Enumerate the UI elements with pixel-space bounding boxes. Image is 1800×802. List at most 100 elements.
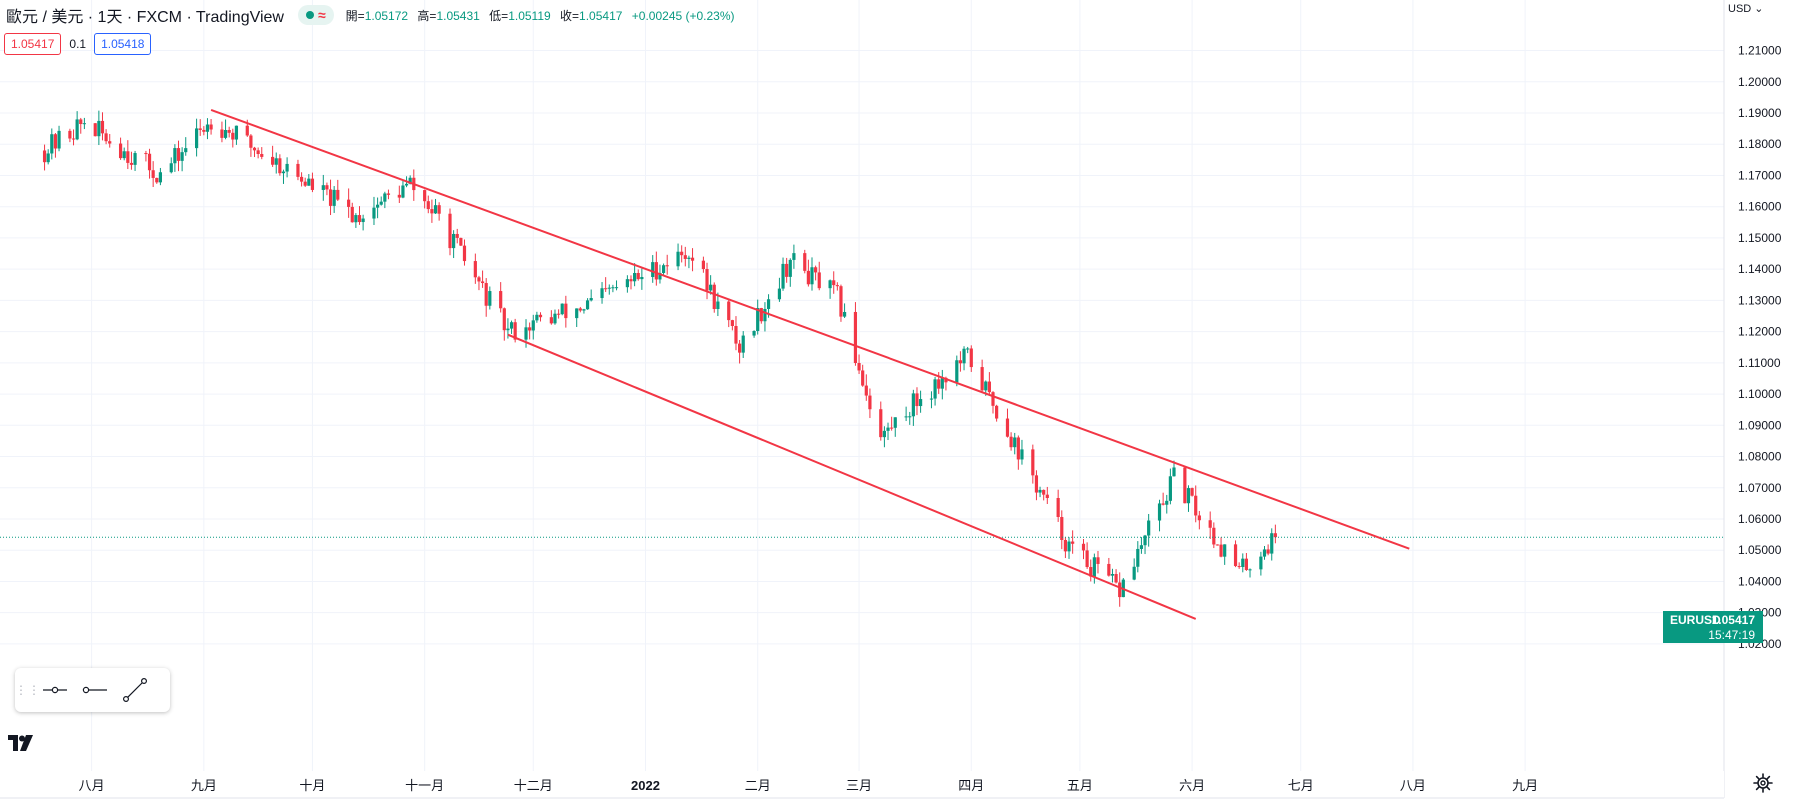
- candle: [1273, 524, 1277, 544]
- candle: [459, 237, 463, 247]
- market-open-dot-icon: [305, 11, 314, 19]
- time-tick-label: 十二月: [514, 778, 553, 793]
- candle: [256, 147, 260, 159]
- candle: [835, 282, 839, 291]
- candle: [1081, 538, 1086, 560]
- candle: [1067, 537, 1071, 559]
- candle: [169, 157, 173, 174]
- candle: [1139, 537, 1144, 554]
- candle: [792, 244, 796, 269]
- drawing-floating-toolbar: ⋮⋮: [15, 668, 170, 712]
- candle: [509, 320, 514, 334]
- candle: [607, 284, 611, 295]
- price-axis-panel[interactable]: [1724, 0, 1800, 802]
- candle: [763, 302, 767, 332]
- candle: [712, 282, 716, 313]
- candle: [741, 331, 745, 358]
- candle: [455, 228, 459, 244]
- high-label: 高=: [417, 8, 437, 23]
- candle: [828, 279, 832, 299]
- price-tick-label: 1.08000: [1738, 450, 1782, 464]
- candle: [173, 144, 177, 172]
- candle: [777, 277, 782, 302]
- candle: [661, 263, 666, 275]
- candle: [585, 298, 590, 310]
- candle: [100, 112, 105, 141]
- currency-selector[interactable]: USD ⌄: [1728, 2, 1764, 15]
- sell-button[interactable]: 1.05417: [4, 33, 62, 55]
- horizontal-ray-button[interactable]: [35, 672, 75, 708]
- candle: [1042, 489, 1046, 501]
- candle: [879, 401, 883, 441]
- candle: [788, 258, 792, 287]
- price-tick-label: 1.13000: [1738, 293, 1782, 307]
- price-tick-label: 1.20000: [1738, 75, 1782, 89]
- trendline-lower[interactable]: [507, 333, 1197, 620]
- candle: [857, 354, 861, 375]
- candle: [582, 308, 586, 314]
- time-tick-label: 五月: [1067, 778, 1093, 793]
- ray-button[interactable]: [75, 672, 115, 708]
- candle: [958, 351, 963, 372]
- candle: [1233, 540, 1238, 568]
- gear-icon: [1753, 773, 1773, 793]
- candle: [285, 157, 289, 178]
- candle: [332, 186, 336, 213]
- candle: [1208, 511, 1212, 539]
- candle: [1212, 522, 1216, 549]
- candle: [42, 144, 47, 171]
- candle: [1114, 569, 1118, 584]
- candle: [1045, 486, 1049, 505]
- market-status-pill[interactable]: ≈: [297, 5, 334, 25]
- candle: [604, 277, 608, 292]
- time-tick-label: 四月: [958, 778, 984, 793]
- candle: [271, 145, 275, 167]
- ray-icon: [82, 686, 107, 694]
- candle: [929, 391, 934, 409]
- candle: [151, 161, 155, 188]
- candle: [589, 289, 593, 302]
- tradingview-logo[interactable]: [6, 730, 36, 756]
- buy-button[interactable]: 1.05418: [94, 33, 152, 55]
- chevron-down-icon: ⌄: [1754, 3, 1764, 15]
- candle: [1183, 467, 1187, 504]
- candle: [915, 387, 919, 416]
- candle: [904, 406, 908, 422]
- candle: [75, 111, 79, 141]
- candle: [227, 126, 231, 138]
- candle: [205, 118, 210, 140]
- time-tick-label: 十一月: [405, 778, 444, 793]
- legend: 歐元 / 美元 · 1天 · FXCM · TradingView ≈ 開=1.…: [6, 4, 735, 26]
- candle: [176, 140, 181, 172]
- candle: [108, 133, 112, 148]
- candle: [578, 306, 582, 313]
- candle: [933, 376, 937, 406]
- tradingview-logo-icon: [8, 735, 33, 751]
- candle: [426, 195, 430, 214]
- open-label: 開=: [345, 8, 365, 23]
- candle: [785, 257, 789, 283]
- candle: [321, 174, 325, 201]
- drag-handle-icon[interactable]: ⋮⋮: [15, 683, 41, 697]
- candle: [361, 214, 365, 231]
- candle: [832, 271, 836, 294]
- time-axis-panel[interactable]: [0, 771, 1724, 802]
- chart-settings-button[interactable]: [1752, 772, 1774, 794]
- low-label: 低=: [489, 8, 509, 23]
- candle: [260, 147, 264, 160]
- price-tick-label: 1.04000: [1738, 574, 1782, 588]
- candle: [1143, 534, 1147, 555]
- trendline-upper[interactable]: [210, 108, 1410, 550]
- time-tick-label: 七月: [1288, 778, 1314, 793]
- candle: [1215, 544, 1220, 546]
- symbol-title[interactable]: 歐元 / 美元 · 1天 · FXCM · TradingView: [6, 9, 284, 26]
- candle: [987, 372, 991, 395]
- candle: [690, 248, 695, 272]
- candle: [995, 404, 999, 422]
- candle: [600, 282, 604, 304]
- candle: [1237, 562, 1241, 569]
- trendlines[interactable]: [210, 108, 1410, 620]
- candle: [372, 196, 376, 225]
- trend-line-button[interactable]: [115, 672, 155, 708]
